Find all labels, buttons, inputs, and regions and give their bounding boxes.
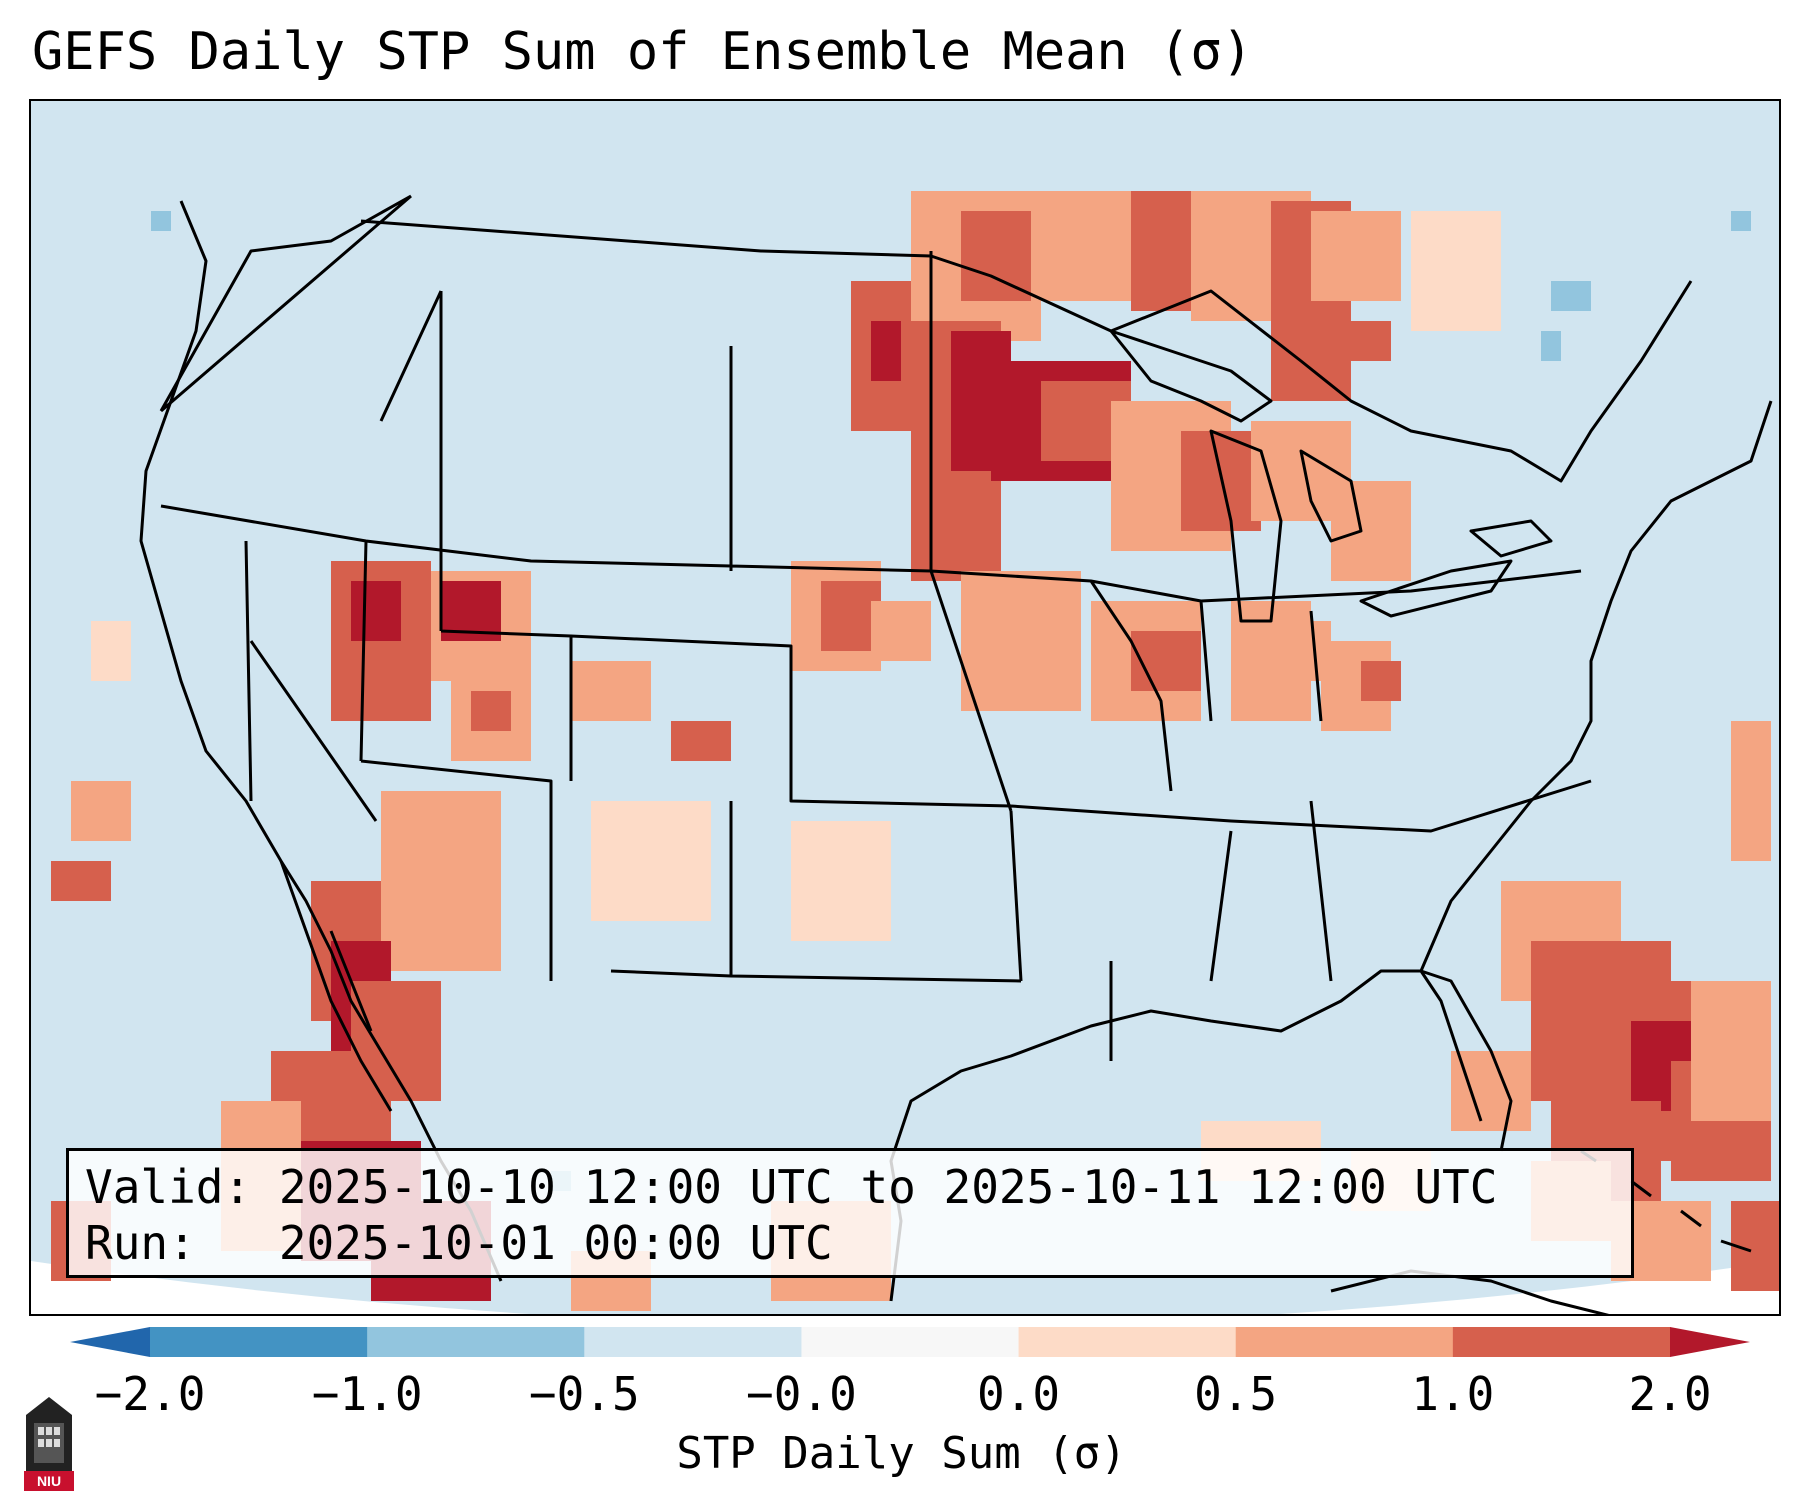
anomaly-cell-negative — [151, 211, 171, 231]
run-time-line: Run: 2025-10-01 00:00 UTC — [85, 1216, 833, 1270]
anomaly-cell — [871, 321, 901, 381]
colorbar-over-arrow — [1670, 1327, 1750, 1357]
colorbar-tick-label: −2.0 — [94, 1367, 206, 1421]
logo-text: NIU — [37, 1473, 61, 1489]
colorbar-bin — [150, 1327, 368, 1357]
colorbar-bin — [801, 1327, 1020, 1357]
colorbar-tick-label: 1.0 — [1411, 1367, 1495, 1421]
colorbar-tick-label: −0.5 — [528, 1367, 640, 1421]
state-borders — [160, 251, 1592, 1061]
anomaly-cell — [51, 861, 111, 901]
florida-peninsula — [1420, 969, 1513, 1152]
atlantic-coastline — [1419, 400, 1773, 972]
anomaly-cell — [471, 691, 511, 731]
chart-title: GEFS Daily STP Sum of Ensemble Mean (σ) — [32, 22, 1253, 82]
anomaly-cell — [71, 781, 131, 841]
colorbar-under-arrow — [70, 1327, 150, 1357]
colorbar-bin — [367, 1327, 585, 1357]
anomaly-cell — [671, 721, 731, 761]
colorbar-tick-label: 0.0 — [977, 1367, 1061, 1421]
colorbar-tick-label: 2.0 — [1628, 1367, 1712, 1421]
anomaly-cell — [591, 801, 711, 921]
anomaly-cell — [1451, 1051, 1531, 1131]
colorbar-label: STP Daily Sum (σ) — [676, 1428, 1127, 1479]
colorbar-tick-label: −1.0 — [311, 1367, 423, 1421]
colorbar-bin — [1018, 1327, 1237, 1357]
map-panel — [29, 99, 1781, 1316]
gulf-coastline — [889, 969, 1483, 1302]
colorbar-tick-label: 0.5 — [1194, 1367, 1278, 1421]
anomaly-cell — [961, 571, 1081, 711]
baja-peninsula — [279, 860, 393, 1112]
domain-background — [31, 101, 1779, 1314]
anomaly-cell — [1411, 211, 1501, 331]
anomaly-cell — [1731, 721, 1771, 861]
colorbar-tick-label: −0.0 — [746, 1367, 857, 1421]
anomaly-cell — [91, 621, 131, 681]
great-lakes — [1109, 329, 1553, 623]
anomaly-cell — [381, 791, 501, 971]
anomaly-cell — [1691, 981, 1771, 1121]
niu-clocktower-icon: NIU — [24, 1397, 74, 1491]
anomaly-cell — [351, 581, 401, 641]
valid-run-info-box: Valid: 2025-10-10 12:00 UTC to 2025-10-1… — [66, 1148, 1634, 1278]
anomaly-cell — [1311, 211, 1401, 301]
anomaly-cell — [1331, 321, 1391, 361]
colorbar-bin — [1235, 1327, 1454, 1357]
anomaly-cell — [1361, 661, 1401, 701]
colorbar-bin — [1452, 1327, 1671, 1357]
anomaly-cell-negative — [1541, 331, 1561, 361]
anomaly-cell — [791, 821, 891, 941]
anomaly-cell — [1331, 481, 1411, 581]
coastlines-and-borders — [139, 194, 1773, 1314]
colorbar-bin — [584, 1327, 802, 1357]
valid-time-line: Valid: 2025-10-10 12:00 UTC to 2025-10-1… — [85, 1160, 1498, 1214]
colorbar — [70, 1327, 1750, 1357]
anomaly-cell — [571, 661, 651, 721]
us-canada-border — [159, 194, 1693, 483]
anomaly-cell-negative — [1731, 211, 1751, 231]
anomaly-cell-negative — [1551, 281, 1591, 311]
anomaly-cell — [871, 601, 931, 661]
pacific-coastline — [139, 200, 503, 1282]
